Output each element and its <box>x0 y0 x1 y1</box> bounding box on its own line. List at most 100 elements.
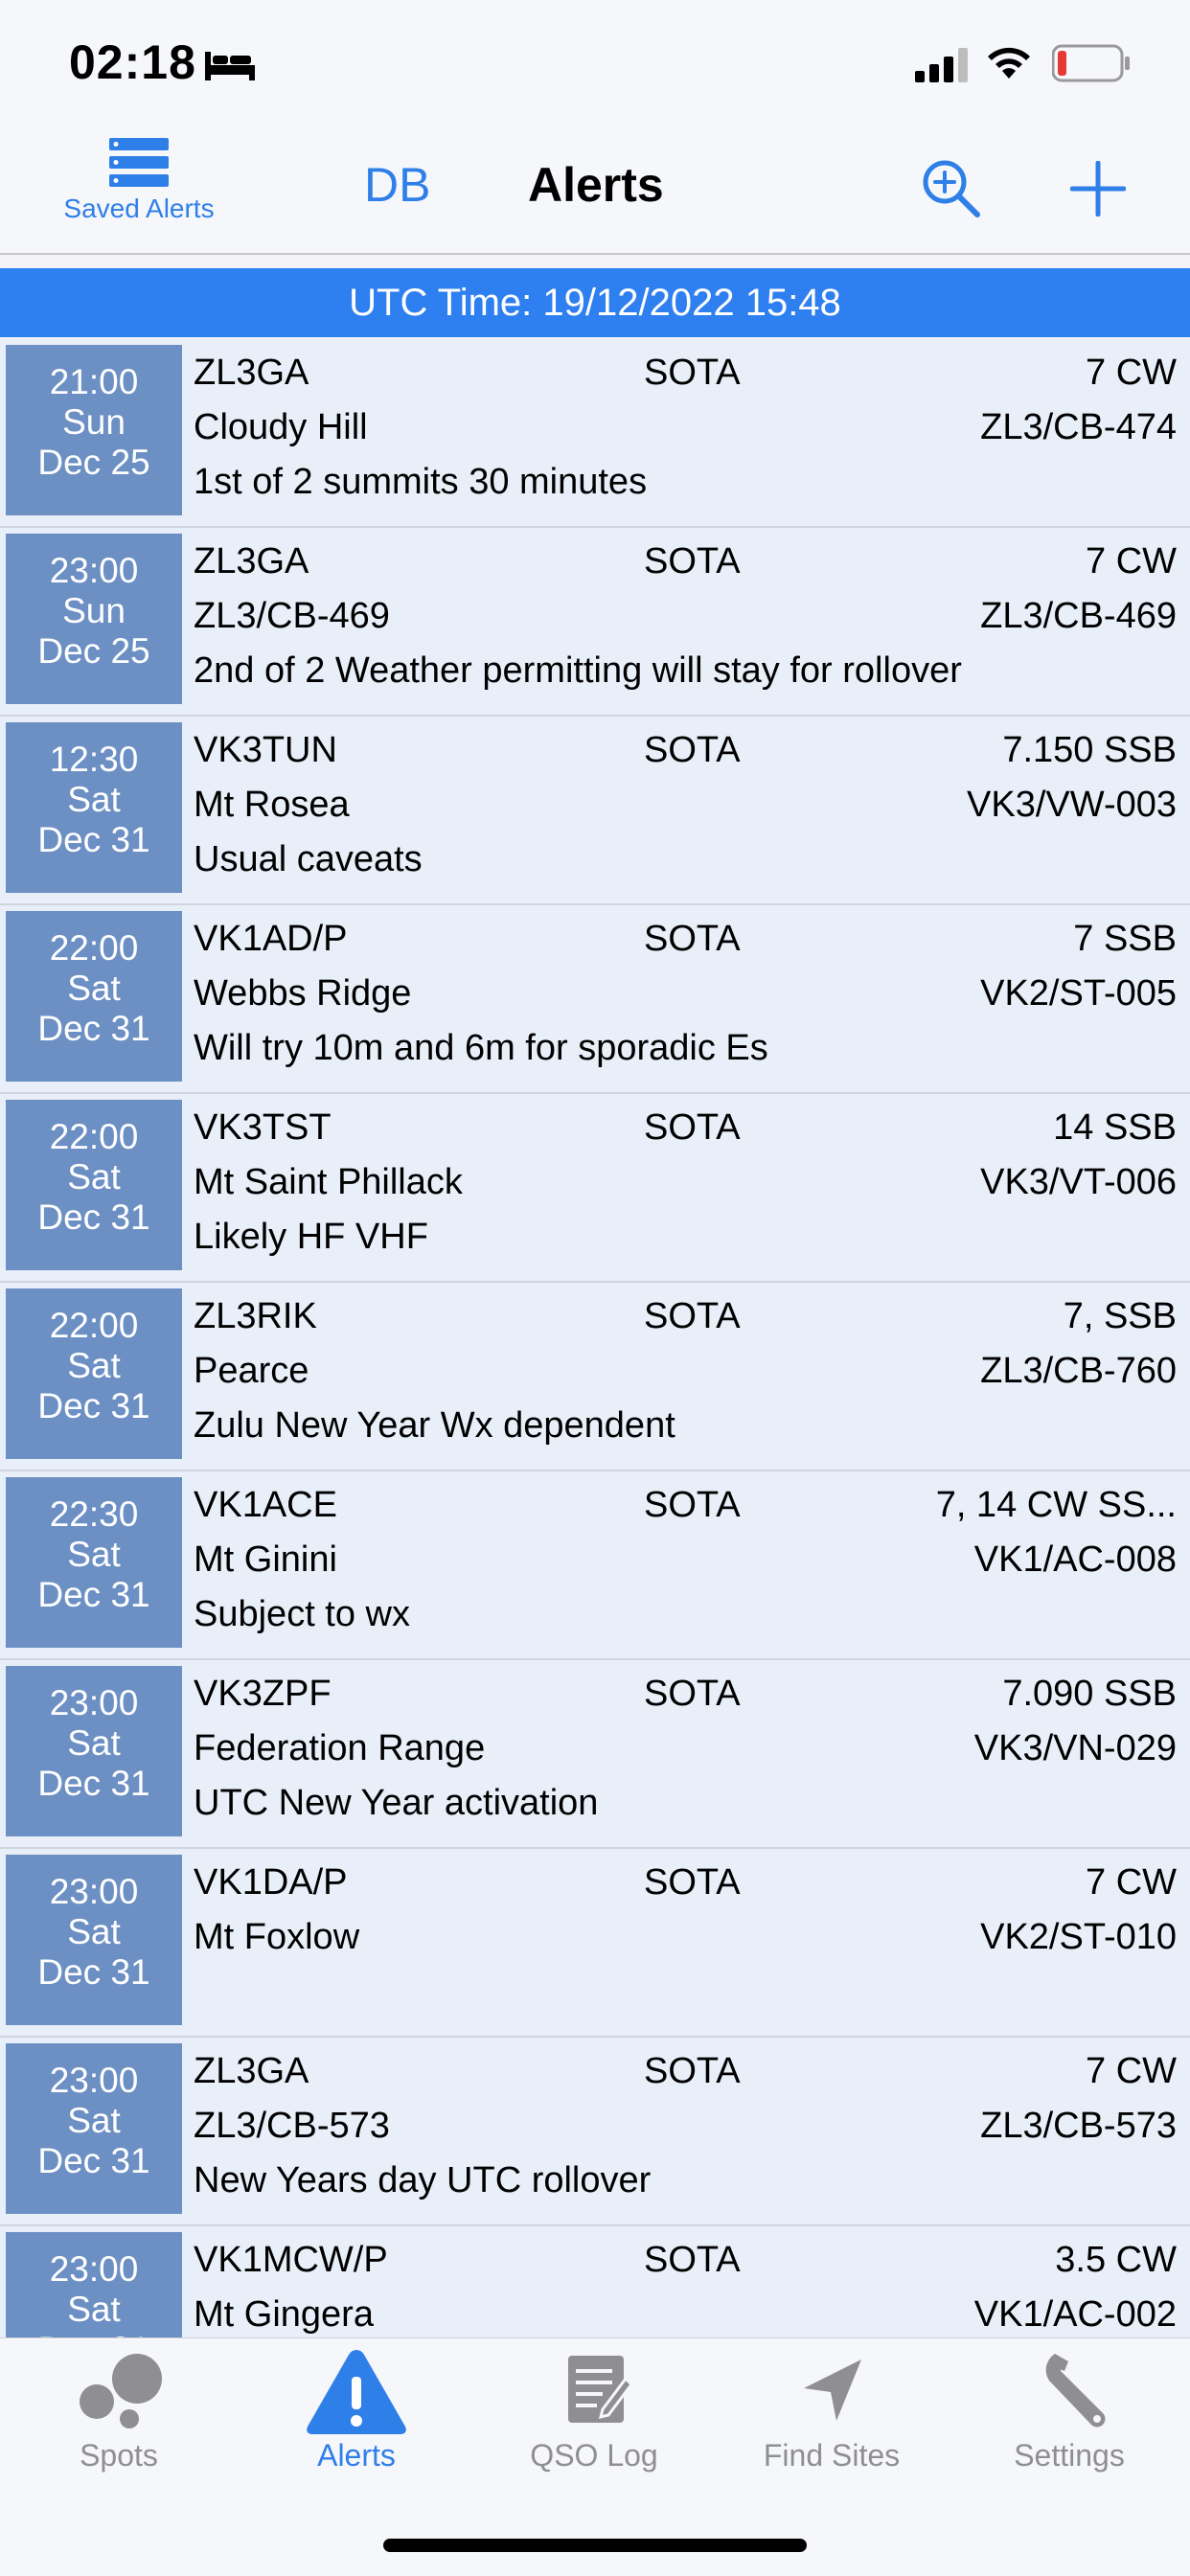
alert-time: 22:30 <box>49 1494 139 1534</box>
alert-comment: Will try 10m and 6m for sporadic Es <box>194 1028 768 1068</box>
alert-callsign: ZL3GA <box>194 541 309 581</box>
alert-frequency-mode: 7 CW <box>1086 541 1177 581</box>
tab-label: Settings <box>1014 2438 1125 2473</box>
alert-day: Sat <box>67 1535 121 1574</box>
alert-row[interactable]: 21:00 Sun Dec 25 ZL3GA SOTA 7 CW Cloudy … <box>0 339 1190 528</box>
battery-icon <box>1052 44 1130 82</box>
alert-row[interactable]: 23:00 Sat Dec 31 VK1MCW/P SOTA 3.5 CW Mt… <box>0 2226 1190 2337</box>
saved-alerts-label: Saved Alerts <box>63 194 215 223</box>
wifi-icon <box>988 47 1030 79</box>
alert-callsign: VK1DA/P <box>194 1862 348 1903</box>
alert-comment: 1st of 2 summits 30 minutes <box>194 462 648 502</box>
alert-frequency-mode: 7, 14 CW SS... <box>935 1485 1177 1525</box>
alert-program: SOTA <box>644 1296 741 1336</box>
alert-date-box: 21:00 Sun Dec 25 <box>6 345 182 515</box>
alert-callsign: ZL3RIK <box>194 1296 317 1336</box>
alert-date: Dec 31 <box>37 820 150 859</box>
alert-list[interactable]: 21:00 Sun Dec 25 ZL3GA SOTA 7 CW Cloudy … <box>0 339 1190 2337</box>
wrench-icon <box>1045 2354 1106 2428</box>
alert-time: 23:00 <box>49 1683 139 1722</box>
alert-row[interactable]: 23:00 Sat Dec 31 VK3ZPF SOTA 7.090 SSB F… <box>0 1660 1190 1849</box>
alert-row[interactable]: 23:00 Sat Dec 31 ZL3GA SOTA 7 CW ZL3/CB-… <box>0 2038 1190 2226</box>
tab-label: Alerts <box>317 2438 396 2473</box>
alert-frequency-mode: 7 CW <box>1086 353 1177 393</box>
alert-comment: UTC New Year activation <box>194 1783 599 1823</box>
alert-row[interactable]: 23:00 Sun Dec 25 ZL3GA SOTA 7 CW ZL3/CB-… <box>0 528 1190 717</box>
alert-date-box: 22:00 Sat Dec 31 <box>6 911 182 1082</box>
alert-callsign: VK1MCW/P <box>194 2240 388 2280</box>
alert-summit-ref: VK1/AC-008 <box>973 1539 1177 1580</box>
tab-alerts[interactable]: Alerts <box>238 2338 475 2482</box>
alert-date-box: 22:30 Sat Dec 31 <box>6 1477 182 1648</box>
alert-callsign: ZL3GA <box>194 353 309 393</box>
alert-date-box: 23:00 Sat Dec 31 <box>6 2232 182 2337</box>
alert-comment: Subject to wx <box>194 1594 410 1634</box>
alert-row[interactable]: 12:30 Sat Dec 31 VK3TUN SOTA 7.150 SSB M… <box>0 717 1190 905</box>
alert-frequency-mode: 3.5 CW <box>1055 2240 1177 2280</box>
alert-date: Dec 31 <box>37 1764 150 1803</box>
alert-row[interactable]: 22:00 Sat Dec 31 VK1AD/P SOTA 7 SSB Webb… <box>0 905 1190 1094</box>
alert-time: 22:00 <box>49 1117 139 1156</box>
alert-program: SOTA <box>644 541 741 581</box>
page-title: Alerts <box>528 158 664 212</box>
alert-day: Sat <box>67 2290 121 2329</box>
db-button[interactable]: DB <box>364 158 431 212</box>
alert-date-box: 23:00 Sat Dec 31 <box>6 1855 182 2025</box>
alert-day: Sun <box>62 591 126 630</box>
alert-comment: Usual caveats <box>194 839 423 879</box>
zoom-in-icon[interactable] <box>920 157 981 218</box>
add-icon[interactable] <box>1070 161 1126 217</box>
alert-date-box: 23:00 Sat Dec 31 <box>6 1666 182 1836</box>
navigation-bar: Saved Alerts DB Alerts <box>0 128 1190 255</box>
alert-summit-ref: VK2/ST-010 <box>980 1917 1177 1957</box>
alert-comment: Likely HF VHF <box>194 1217 428 1257</box>
alert-time: 21:00 <box>49 362 139 401</box>
alert-site-name: ZL3/CB-573 <box>194 2106 390 2146</box>
tab-qso-log[interactable]: QSO Log <box>475 2338 713 2482</box>
alert-callsign: ZL3GA <box>194 2051 309 2091</box>
alert-row[interactable]: 22:30 Sat Dec 31 VK1ACE SOTA 7, 14 CW SS… <box>0 1471 1190 1660</box>
alert-callsign: VK1ACE <box>194 1485 337 1525</box>
alert-day: Sat <box>67 969 121 1008</box>
alert-comment: 2nd of 2 Weather permitting will stay fo… <box>194 650 962 691</box>
alert-time: 23:00 <box>49 551 139 590</box>
saved-alerts-button[interactable]: Saved Alerts <box>48 138 230 234</box>
alert-site-name: Mt Gingera <box>194 2294 374 2335</box>
alert-day: Sat <box>67 1723 121 1763</box>
alert-day: Sat <box>67 1912 121 1951</box>
alert-program: SOTA <box>644 353 741 393</box>
alert-comment: New Years day UTC rollover <box>194 2160 652 2200</box>
alert-program: SOTA <box>644 1485 741 1525</box>
alert-frequency-mode: 7 SSB <box>1073 919 1177 959</box>
alert-row[interactable]: 22:00 Sat Dec 31 VK3TST SOTA 14 SSB Mt S… <box>0 1094 1190 1283</box>
tab-find-sites[interactable]: Find Sites <box>713 2338 950 2482</box>
alert-row[interactable]: 22:00 Sat Dec 31 ZL3RIK SOTA 7, SSB Pear… <box>0 1283 1190 1471</box>
tab-settings[interactable]: Settings <box>950 2338 1188 2482</box>
status-time: 02:18 <box>69 35 196 89</box>
alert-time: 23:00 <box>49 2249 139 2289</box>
alert-row[interactable]: 23:00 Sat Dec 31 VK1DA/P SOTA 7 CW Mt Fo… <box>0 1849 1190 2038</box>
alert-date: Dec 25 <box>37 631 150 671</box>
status-bar: 02:18 <box>0 0 1190 128</box>
alert-date: Dec 25 <box>37 443 150 482</box>
alert-program: SOTA <box>644 2240 741 2280</box>
alert-callsign: VK1AD/P <box>194 919 348 959</box>
alert-program: SOTA <box>644 1107 741 1148</box>
alert-date: Dec 31 <box>37 1009 150 1048</box>
spots-icon <box>80 2354 162 2428</box>
alert-time: 23:00 <box>49 1872 139 1911</box>
tab-label: Spots <box>80 2438 158 2473</box>
alert-program: SOTA <box>644 1862 741 1903</box>
tab-spots[interactable]: Spots <box>0 2338 238 2482</box>
alert-program: SOTA <box>644 730 741 770</box>
alert-summit-ref: ZL3/CB-474 <box>980 407 1177 447</box>
alert-day: Sat <box>67 1346 121 1385</box>
alert-date-box: 12:30 Sat Dec 31 <box>6 722 182 893</box>
alert-frequency-mode: 7, SSB <box>1063 1296 1177 1336</box>
alert-triangle-icon <box>307 2350 406 2434</box>
home-indicator[interactable] <box>383 2539 807 2552</box>
alert-callsign: VK3TUN <box>194 730 337 770</box>
alert-summit-ref: VK1/AC-002 <box>973 2294 1177 2335</box>
alert-summit-ref: VK3/VW-003 <box>967 785 1177 825</box>
alert-summit-ref: VK2/ST-005 <box>980 973 1177 1014</box>
